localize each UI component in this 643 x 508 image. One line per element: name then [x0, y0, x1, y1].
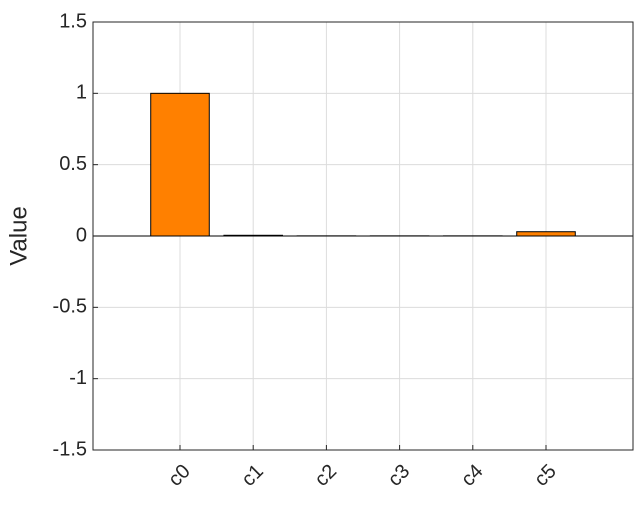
y-axis-label: Value	[5, 206, 32, 266]
axes-box	[92, 21, 634, 451]
y-tick-label: 0	[76, 224, 87, 246]
y-tick-label: 0.5	[59, 153, 87, 175]
bar	[516, 231, 576, 237]
bar	[150, 92, 210, 237]
y-tick-label: 1	[76, 82, 87, 104]
y-tick-label: -1	[69, 367, 87, 389]
y-tick-label: -1.5	[53, 438, 87, 460]
y-tick-label: -0.5	[53, 296, 87, 318]
y-tick-label: 1.5	[59, 10, 87, 32]
